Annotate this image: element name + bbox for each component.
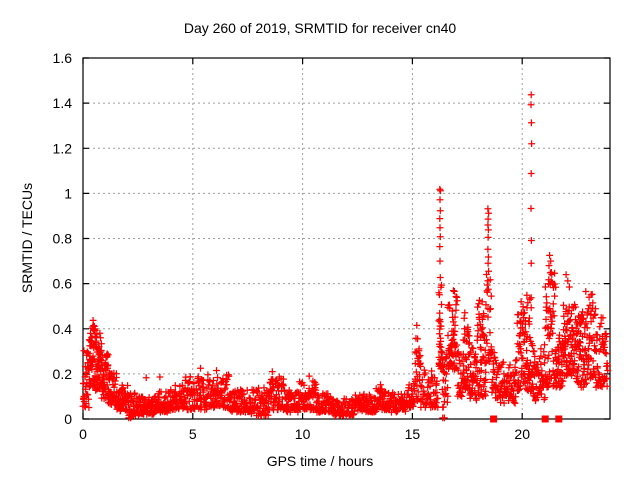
y-tick-label: 1.6 (53, 50, 73, 66)
chart-title: Day 260 of 2019, SRMTID for receiver cn4… (183, 20, 457, 36)
y-tick-label: 0 (64, 411, 72, 427)
y-tick-label: 0.6 (53, 276, 73, 292)
x-tick-label: 0 (79, 426, 87, 442)
x-tick-label: 15 (405, 426, 421, 442)
scatter-points-srmtid (79, 91, 612, 422)
flag-square-marker (555, 415, 563, 423)
plot-border (82, 57, 611, 420)
y-tick-label: 0.2 (53, 366, 73, 382)
y-tick-labels: 0 0.2 0.4 0.6 0.8 1 1.2 1.4 1.6 (53, 50, 73, 427)
flag-square-marker (490, 415, 498, 423)
x-axis-label: GPS time / hours (266, 453, 374, 469)
x-tick-label: 10 (295, 426, 311, 442)
x-tick-label: 20 (514, 426, 530, 442)
grid-lines (83, 58, 610, 419)
y-tick-label: 0.8 (53, 231, 73, 247)
flag-markers (490, 415, 563, 423)
y-tick-label: 1 (64, 185, 72, 201)
y-tick-label: 0.4 (53, 321, 73, 337)
y-tick-label: 1.4 (53, 95, 73, 111)
flag-square-marker (541, 415, 549, 423)
x-tick-label: 5 (189, 426, 197, 442)
x-tick-labels: 0 5 10 15 20 (79, 426, 530, 442)
y-tick-label: 1.2 (53, 140, 73, 156)
